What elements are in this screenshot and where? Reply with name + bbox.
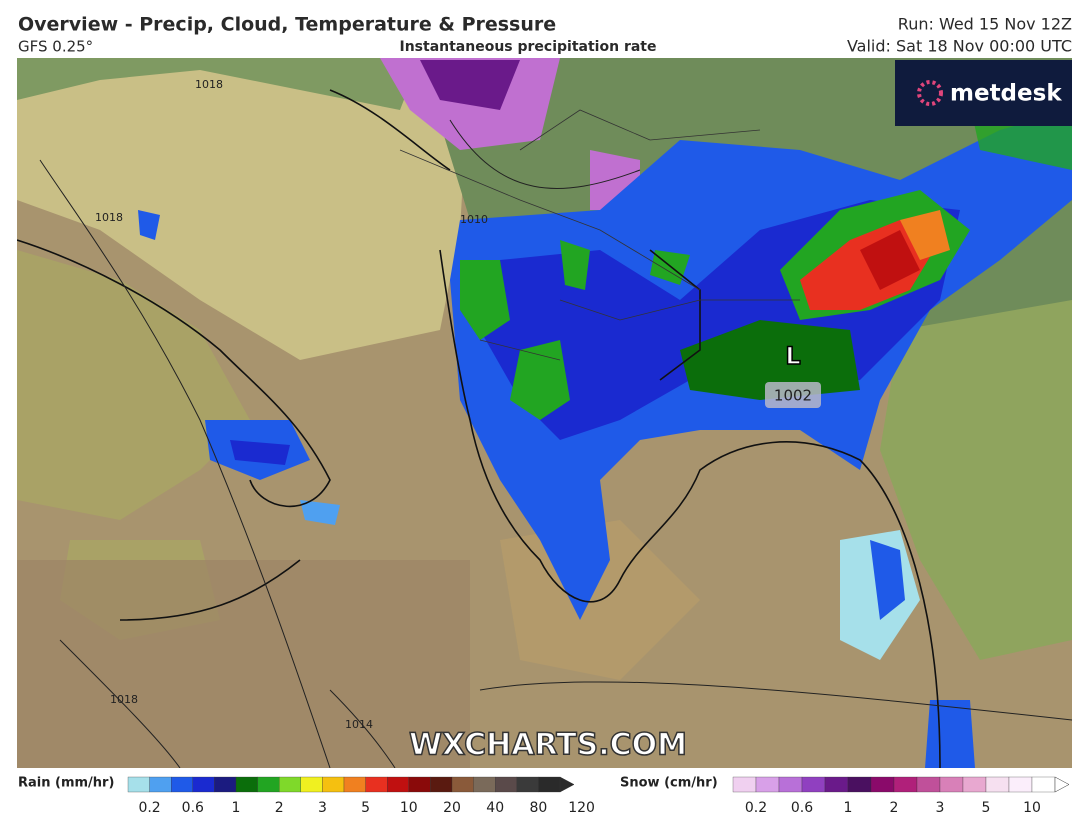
legend-swatch — [516, 776, 539, 793]
legend-tick: 20 — [443, 800, 461, 816]
legend-tick: 2 — [275, 800, 284, 816]
legend-swatch — [430, 776, 453, 793]
legend-swatch — [127, 776, 150, 793]
legend-swatch — [985, 776, 1010, 793]
legend-tick: 5 — [982, 800, 991, 816]
legend-swatch — [473, 776, 496, 793]
legend-swatch — [279, 776, 301, 793]
legend-swatch — [235, 776, 258, 793]
legend-swatch — [847, 776, 872, 793]
logo-box — [895, 60, 1072, 126]
legend-swatch — [916, 776, 941, 793]
subtitle: Instantaneous precipitation rate — [400, 39, 657, 55]
legend-swatch — [778, 776, 803, 793]
rain-label: Rain (mm/hr) — [18, 776, 114, 791]
legend-swatch — [495, 776, 517, 793]
legend-swatch — [824, 776, 849, 793]
legend-swatch — [755, 776, 780, 793]
legend-tick: 10 — [400, 800, 418, 816]
legend-tick: 0.6 — [182, 800, 204, 816]
model: GFS 0.25° — [18, 38, 93, 56]
legend-swatch — [214, 776, 237, 793]
logo: metdesk — [950, 81, 1062, 107]
low-symbol: L — [785, 342, 800, 370]
legend-tick: 1 — [232, 800, 241, 816]
legend-tick: 0.6 — [791, 800, 813, 816]
low-value: 1002 — [774, 387, 812, 405]
legend-swatch — [257, 776, 280, 793]
legend-arrow — [559, 776, 575, 793]
legend-arrow — [1054, 776, 1070, 793]
isobar-label: 1018 — [110, 693, 138, 706]
legend-swatch — [149, 776, 172, 793]
legend-swatch — [893, 776, 918, 793]
legend-swatch — [538, 776, 561, 793]
legend-swatch — [408, 776, 431, 793]
legend-tick: 3 — [936, 800, 945, 816]
run: Run: Wed 15 Nov 12Z — [898, 15, 1072, 34]
legend-swatch — [939, 776, 964, 793]
legend-tick: 3 — [318, 800, 327, 816]
legend-swatch — [1031, 776, 1056, 793]
isobar-label: 1010 — [460, 213, 488, 226]
legend-tick: 5 — [361, 800, 370, 816]
legend-swatch — [1008, 776, 1033, 793]
legend-swatch — [732, 776, 757, 793]
legend-swatch — [451, 776, 474, 793]
legend-swatch — [171, 776, 193, 793]
legend-swatch — [343, 776, 366, 793]
legend-tick: 120 — [568, 800, 595, 816]
isobar-label: 1018 — [195, 78, 223, 91]
valid: Valid: Sat 18 Nov 00:00 UTC — [847, 37, 1072, 56]
legend-swatch — [322, 776, 345, 793]
map: 1018 1018 1010 1014 1018 L 1002 WXCHARTS… — [17, 58, 1072, 768]
low-box — [765, 382, 821, 408]
legend-tick: 1 — [844, 800, 853, 816]
legend-tick: 40 — [486, 800, 504, 816]
legend-swatch — [387, 776, 409, 793]
legend-swatch — [192, 776, 215, 793]
legend-tick: 10 — [1023, 800, 1041, 816]
legend-tick: 80 — [529, 800, 547, 816]
watermark: WXCHARTS.COM — [409, 728, 687, 763]
legend-swatch — [300, 776, 323, 793]
legend-tick: 0.2 — [138, 800, 160, 816]
isobar-label: 1014 — [345, 718, 373, 731]
title: Overview - Precip, Cloud, Temperature & … — [18, 14, 556, 36]
logo-icon — [917, 80, 943, 106]
legend-tick: 0.2 — [745, 800, 767, 816]
isobar-label: 1018 — [95, 211, 123, 224]
legend-swatch — [801, 776, 826, 793]
snow-label: Snow (cm/hr) — [620, 776, 718, 791]
legend-tick: 2 — [890, 800, 899, 816]
legend-swatch — [365, 776, 388, 793]
legend: Rain (mm/hr) Snow (cm/hr) 0.2 0.6 1 2 3 5 10 20… — [18, 776, 1070, 816]
legend-swatch — [870, 776, 895, 793]
legend-swatch — [962, 776, 987, 793]
